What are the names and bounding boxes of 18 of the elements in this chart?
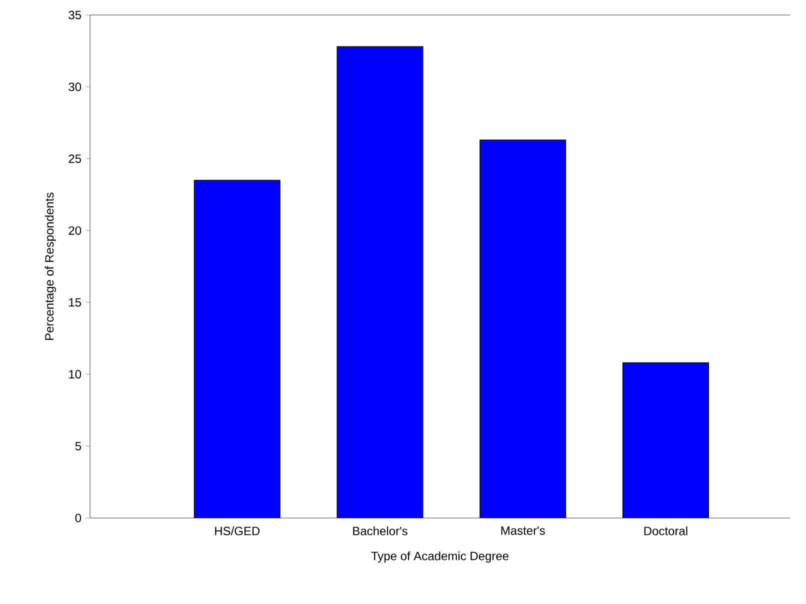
bar bbox=[622, 362, 709, 518]
y-tick-label: 5 bbox=[75, 442, 82, 450]
y-tick-label: 35 bbox=[68, 10, 82, 20]
bar bbox=[336, 46, 424, 518]
x-axis-title: Type of Academic Degree bbox=[371, 551, 508, 563]
x-tick-label: Master's bbox=[501, 526, 545, 535]
y-tick-label: 25 bbox=[68, 154, 82, 163]
bar bbox=[194, 180, 280, 518]
y-tick-label: 20 bbox=[68, 226, 82, 235]
y-tick-label: 0 bbox=[75, 514, 82, 522]
x-tick-label: Doctoral bbox=[644, 526, 688, 536]
y-tick-label: 15 bbox=[69, 298, 82, 307]
y-tick-label: 10 bbox=[69, 370, 82, 379]
y-axis-title: Percentage of Respondents bbox=[44, 192, 56, 340]
y-tick-label: 30 bbox=[68, 82, 82, 92]
x-tick-label: Bachelor's bbox=[353, 526, 408, 536]
x-tick-label: HS/GED bbox=[215, 526, 260, 536]
bar bbox=[480, 140, 566, 518]
